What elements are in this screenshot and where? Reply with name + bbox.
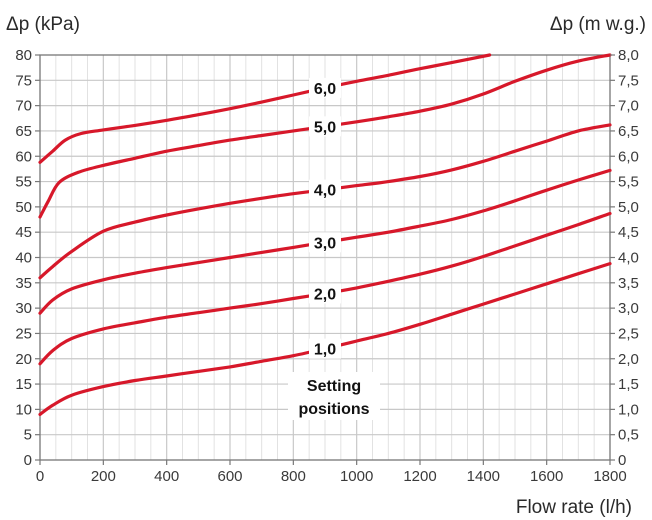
y-tick-label-left: 60 bbox=[15, 148, 32, 165]
y-tick-label-right: 6,0 bbox=[618, 148, 639, 165]
y-tick-label-right: 7,5 bbox=[618, 72, 639, 89]
x-tick-label: 1200 bbox=[403, 468, 436, 485]
y-tick-label-right: 8,0 bbox=[618, 47, 639, 64]
y-tick-label-left: 75 bbox=[15, 72, 32, 89]
y-ticks-right: 0 0,5 1,0 1,5 2,0 2,5 3,0 3,5 4,0 4,5 5,0 5,5 6,0 6,5… bbox=[610, 47, 639, 469]
y-tick-label-right: 5,5 bbox=[618, 174, 639, 191]
y-tick-label-right: 5,0 bbox=[618, 199, 639, 216]
y-tick-label-right: 6,5 bbox=[618, 123, 639, 140]
y-axis-label-left: Δp (kPa) bbox=[6, 14, 80, 35]
annotation-line-2: positions bbox=[298, 401, 369, 418]
y-tick-label-left: 40 bbox=[15, 250, 32, 267]
y-tick-label-right: 7,0 bbox=[618, 98, 639, 115]
x-ticks: 0 200 400 600 800 1000 1200 1400 1600 1800 bbox=[36, 460, 627, 485]
series-label-background bbox=[309, 116, 341, 137]
y-tick-label-left: 10 bbox=[15, 401, 32, 418]
y-axis-label-right: Δp (m w.g.) bbox=[550, 14, 646, 35]
y-tick-label-right: 4,0 bbox=[618, 250, 639, 267]
x-tick-label: 200 bbox=[91, 468, 116, 485]
y-tick-label-right: 3,0 bbox=[618, 300, 639, 317]
y-tick-label-right: 0 bbox=[618, 452, 626, 469]
y-tick-label-right: 0,5 bbox=[618, 427, 639, 444]
y-tick-label-left: 70 bbox=[15, 98, 32, 115]
x-tick-label: 1000 bbox=[340, 468, 373, 485]
y-tick-label-right: 4,5 bbox=[618, 224, 639, 241]
y-tick-label-right: 3,5 bbox=[618, 275, 639, 292]
y-tick-label-left: 5 bbox=[24, 427, 32, 444]
x-axis-label: Flow rate (l/h) bbox=[516, 497, 632, 518]
y-tick-label-right: 2,0 bbox=[618, 351, 639, 368]
y-tick-label-right: 2,5 bbox=[618, 325, 639, 342]
x-tick-label: 1800 bbox=[593, 468, 626, 485]
series-label-5: 5,0 bbox=[314, 119, 336, 136]
series-label-6: 6,0 bbox=[314, 81, 336, 98]
series-label-1: 1,0 bbox=[314, 342, 336, 359]
y-tick-label-left: 55 bbox=[15, 174, 32, 191]
y-tick-label-left: 80 bbox=[15, 47, 32, 64]
series-label-background bbox=[309, 179, 341, 200]
y-tick-label-left: 50 bbox=[15, 199, 32, 216]
y-ticks-left: 0 5 10 15 20 25 30 35 40 45 50 55 60 65 70 75 80 bbox=[15, 47, 40, 469]
series-label-background bbox=[309, 283, 341, 304]
y-tick-label-left: 0 bbox=[24, 452, 32, 469]
y-tick-label-left: 15 bbox=[15, 376, 32, 393]
annotation-background bbox=[288, 372, 380, 420]
y-tick-label-right: 1,5 bbox=[618, 376, 639, 393]
series-label-3: 3,0 bbox=[314, 235, 336, 252]
x-tick-label: 0 bbox=[36, 468, 44, 485]
series-label-background bbox=[309, 232, 341, 253]
series-line-6 bbox=[38, 53, 492, 164]
y-tick-label-right: 1,0 bbox=[618, 401, 639, 418]
y-tick-label-left: 30 bbox=[15, 300, 32, 317]
series-label-background bbox=[309, 77, 341, 98]
x-tick-label: 400 bbox=[154, 468, 179, 485]
x-tick-label: 800 bbox=[281, 468, 306, 485]
annotation-line-1: Setting bbox=[307, 378, 361, 395]
x-tick-label: 600 bbox=[217, 468, 242, 485]
series-label-background bbox=[309, 338, 341, 359]
series-label-4: 4,0 bbox=[314, 183, 336, 200]
y-tick-label-left: 45 bbox=[15, 224, 32, 241]
y-tick-label-left: 20 bbox=[15, 351, 32, 368]
series-label-2: 2,0 bbox=[314, 286, 336, 303]
y-tick-label-left: 35 bbox=[15, 275, 32, 292]
x-tick-label: 1400 bbox=[467, 468, 500, 485]
y-tick-label-left: 65 bbox=[15, 123, 32, 140]
series-line-5 bbox=[38, 53, 612, 219]
y-tick-label-left: 25 bbox=[15, 325, 32, 342]
x-tick-label: 1600 bbox=[530, 468, 563, 485]
curve-labels: 1,0 2,0 3,0 4,0 5,0 6,0 bbox=[309, 77, 341, 359]
